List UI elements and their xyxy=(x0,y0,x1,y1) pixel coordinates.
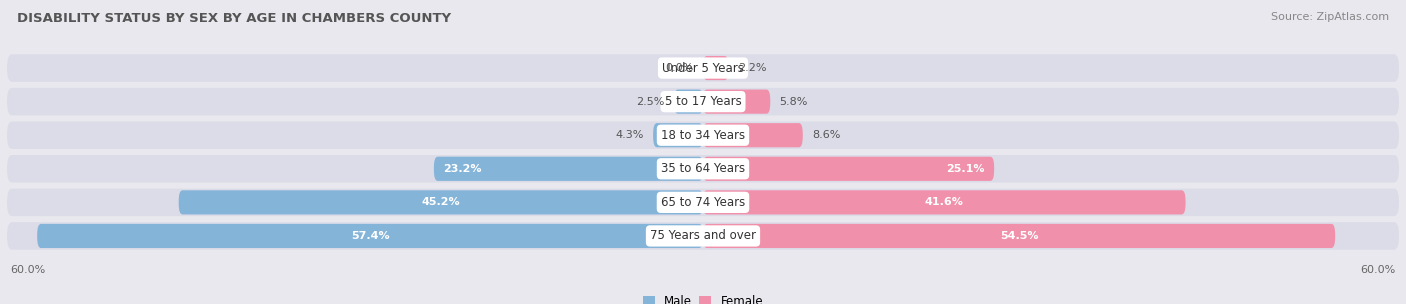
Legend: Male, Female: Male, Female xyxy=(643,295,763,304)
Text: 75 Years and over: 75 Years and over xyxy=(650,230,756,243)
Text: 0.0%: 0.0% xyxy=(665,63,693,73)
Text: 5.8%: 5.8% xyxy=(779,97,808,107)
Text: 54.5%: 54.5% xyxy=(1000,231,1039,241)
Text: Source: ZipAtlas.com: Source: ZipAtlas.com xyxy=(1271,12,1389,22)
Text: DISABILITY STATUS BY SEX BY AGE IN CHAMBERS COUNTY: DISABILITY STATUS BY SEX BY AGE IN CHAMB… xyxy=(17,12,451,25)
Text: 35 to 64 Years: 35 to 64 Years xyxy=(661,162,745,175)
Text: Under 5 Years: Under 5 Years xyxy=(662,61,744,74)
Text: 60.0%: 60.0% xyxy=(10,265,46,275)
FancyBboxPatch shape xyxy=(7,222,1399,250)
FancyBboxPatch shape xyxy=(703,224,1336,248)
FancyBboxPatch shape xyxy=(703,56,728,80)
Text: 4.3%: 4.3% xyxy=(616,130,644,140)
FancyBboxPatch shape xyxy=(7,54,1399,82)
Text: 8.6%: 8.6% xyxy=(813,130,841,140)
FancyBboxPatch shape xyxy=(7,155,1399,183)
FancyBboxPatch shape xyxy=(703,190,1185,214)
Text: 2.5%: 2.5% xyxy=(637,97,665,107)
FancyBboxPatch shape xyxy=(703,157,994,181)
FancyBboxPatch shape xyxy=(703,123,803,147)
FancyBboxPatch shape xyxy=(37,224,703,248)
Text: 23.2%: 23.2% xyxy=(443,164,482,174)
Text: 57.4%: 57.4% xyxy=(350,231,389,241)
Text: 60.0%: 60.0% xyxy=(1360,265,1396,275)
Text: 65 to 74 Years: 65 to 74 Years xyxy=(661,196,745,209)
Text: 5 to 17 Years: 5 to 17 Years xyxy=(665,95,741,108)
Text: 45.2%: 45.2% xyxy=(422,197,460,207)
FancyBboxPatch shape xyxy=(434,157,703,181)
FancyBboxPatch shape xyxy=(673,90,703,114)
Text: 18 to 34 Years: 18 to 34 Years xyxy=(661,129,745,142)
FancyBboxPatch shape xyxy=(654,123,703,147)
FancyBboxPatch shape xyxy=(7,121,1399,149)
Text: 25.1%: 25.1% xyxy=(946,164,984,174)
Text: 2.2%: 2.2% xyxy=(738,63,766,73)
FancyBboxPatch shape xyxy=(7,88,1399,116)
Text: 41.6%: 41.6% xyxy=(925,197,963,207)
FancyBboxPatch shape xyxy=(179,190,703,214)
FancyBboxPatch shape xyxy=(7,188,1399,216)
FancyBboxPatch shape xyxy=(703,90,770,114)
